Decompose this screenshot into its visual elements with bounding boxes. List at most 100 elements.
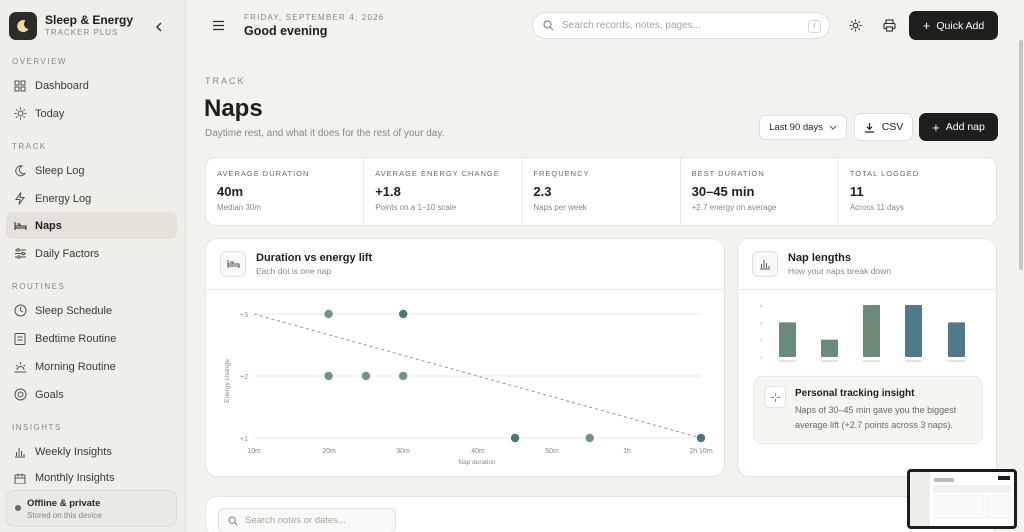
sidebar-item-sleep-log[interactable]: Sleep Log (6, 157, 177, 184)
sidebar: Sleep & Energy TRACKER PLUS OVERVIEW Das… (0, 0, 186, 532)
app-tagline: TRACKER PLUS (45, 28, 119, 37)
scatter-point (510, 433, 520, 443)
collapse-sidebar-button[interactable] (152, 20, 166, 34)
page-eyebrow: TRACK (205, 76, 246, 86)
checklist-icon (13, 332, 27, 346)
hamburger-icon (213, 20, 224, 31)
y-tick-label: 4 (760, 320, 763, 325)
bed-icon (13, 219, 27, 233)
sidebar-item-label: Naps (35, 219, 62, 232)
stat-average-energy-change: AVERAGE ENERGY CHANGE +1.8 Points on a 1… (364, 158, 523, 225)
card-title: Duration vs energy lift (256, 252, 373, 264)
sidebar-item-label: Sleep Log (35, 164, 85, 177)
insight-text: Naps of 30–45 min gave you the biggest a… (795, 405, 957, 430)
insight-panel: Personal tracking insight Naps of 30–45 … (753, 376, 983, 444)
sidebar-item-bedtime-routine[interactable]: Bedtime Routine (6, 325, 177, 352)
duration-energy-card: Duration vs energy lift Each dot is one … (205, 238, 725, 477)
search-icon (228, 515, 238, 525)
calendar-icon (13, 472, 27, 484)
x-tick-label: 10m (247, 448, 261, 455)
sidebar-item-today[interactable]: Today (6, 100, 177, 127)
quick-add-button[interactable]: + Quick Add (909, 11, 998, 40)
sidebar-item-sleep-schedule[interactable]: Sleep Schedule (6, 297, 177, 324)
clock-icon (13, 304, 27, 318)
grid-icon (13, 79, 27, 93)
scatter-point (585, 433, 594, 443)
y-tick-label: 6 (760, 303, 763, 308)
sidebar-item-label: Morning Routine (35, 360, 116, 373)
sidebar-item-label: Sleep Schedule (35, 304, 113, 317)
y-tick-label: +3 (240, 312, 248, 319)
x-axis-label: Nap duration (458, 459, 496, 466)
theme-toggle-button[interactable] (846, 16, 864, 34)
target-icon (13, 388, 27, 402)
page-minimap-thumbnail[interactable] (907, 469, 1017, 529)
bar-chart-icon (752, 251, 778, 277)
card-title: Nap lengths (788, 252, 851, 264)
chevron-down-icon (829, 125, 837, 130)
trendline (253, 313, 702, 439)
card-header: Duration vs energy lift Each dot is one … (206, 239, 724, 290)
sidebar-item-energy-log[interactable]: Energy Log (6, 185, 177, 212)
bar (821, 339, 838, 357)
sidebar-item-label: Daily Factors (35, 247, 100, 260)
stat-subtext: Median 30m (217, 203, 262, 212)
sidebar-item-morning-routine[interactable]: Morning Routine (6, 353, 177, 380)
sidebar-item-goals[interactable]: Goals (6, 381, 177, 408)
card-subtitle: Each dot is one nap (256, 266, 332, 276)
add-nap-button[interactable]: + Add nap (919, 113, 998, 141)
nav-section-overview: OVERVIEW (12, 57, 67, 66)
stat-total-logged: TOTAL LOGGED 11 Across 11 days (839, 158, 996, 225)
search-shortcut: / (808, 20, 821, 33)
scrollbar-thumb[interactable] (1019, 40, 1023, 270)
bolt-icon (13, 192, 27, 206)
nap-lengths-card: Nap lengths How your naps break down 6 4 2… (737, 238, 997, 477)
quick-add-label: Quick Add (936, 19, 985, 32)
sidebar-item-weekly-insights[interactable]: Weekly Insights (6, 438, 177, 465)
brand[interactable]: Sleep & Energy TRACKER PLUS (9, 12, 133, 40)
nav-section-routines: ROUTINES (12, 282, 66, 291)
notes-search[interactable] (218, 508, 396, 532)
stat-value: 2.3 (533, 184, 552, 199)
app-logo-icon (9, 12, 37, 40)
sidebar-item-label: Weekly Insights (35, 445, 112, 458)
y-tick-label: +2 (240, 374, 248, 381)
sidebar-item-dashboard[interactable]: Dashboard (6, 72, 177, 99)
offline-subtitle: Stored on this device (27, 511, 102, 520)
export-csv-button[interactable]: CSV (854, 113, 913, 141)
sidebar-item-monthly-insights[interactable]: Monthly Insights (6, 466, 177, 484)
sidebar-item-label: Bedtime Routine (35, 332, 117, 345)
scatter-point (399, 371, 408, 381)
stat-subtext: Across 11 days (849, 203, 904, 212)
search-input[interactable] (562, 20, 792, 31)
stat-frequency: FREQUENCY 2.3 Naps per week (522, 158, 681, 225)
chevron-left-icon (155, 22, 162, 32)
notes-search-input[interactable] (245, 515, 395, 526)
y-axis-label: Energy change (224, 359, 231, 403)
current-date: FRIDAY, SEPTEMBER 4, 2026 (244, 13, 385, 22)
y-tick-label: +1 (240, 436, 248, 443)
sidebar-item-daily-factors[interactable]: Daily Factors (6, 240, 177, 267)
offline-status: Offline & private Stored on this device (6, 490, 177, 527)
scatter-chart: +1 +2 +3 10m 20m 30m 40m 50m 1h 2h 10m Nap duratio… (224, 309, 713, 466)
bar (863, 305, 880, 357)
date-range-value: Last 90 days (769, 122, 823, 133)
nav-section-insights: INSIGHTS (12, 423, 62, 432)
sun-icon (849, 19, 861, 31)
stat-average-duration: AVERAGE DURATION 40m Median 30m (206, 158, 365, 225)
sliders-icon (13, 247, 27, 261)
sidebar-item-naps[interactable]: Naps (6, 212, 177, 239)
date-range-select[interactable]: Last 90 days (759, 115, 847, 140)
card-header: Nap lengths How your naps break down (738, 239, 996, 290)
page-description: Daytime rest, and what it does for the r… (205, 128, 445, 139)
bar (779, 322, 796, 357)
stat-label: TOTAL LOGGED (849, 169, 920, 178)
print-button[interactable] (880, 16, 898, 34)
plus-icon: + (932, 119, 940, 135)
page-scrollbar[interactable] (1018, 0, 1024, 532)
stat-value: 11 (849, 184, 864, 199)
global-search[interactable]: / (532, 12, 830, 39)
sparkle-icon (764, 386, 786, 408)
stats-row: AVERAGE DURATION 40m Median 30m AVERAGE … (205, 157, 997, 226)
menu-button[interactable] (212, 18, 228, 32)
